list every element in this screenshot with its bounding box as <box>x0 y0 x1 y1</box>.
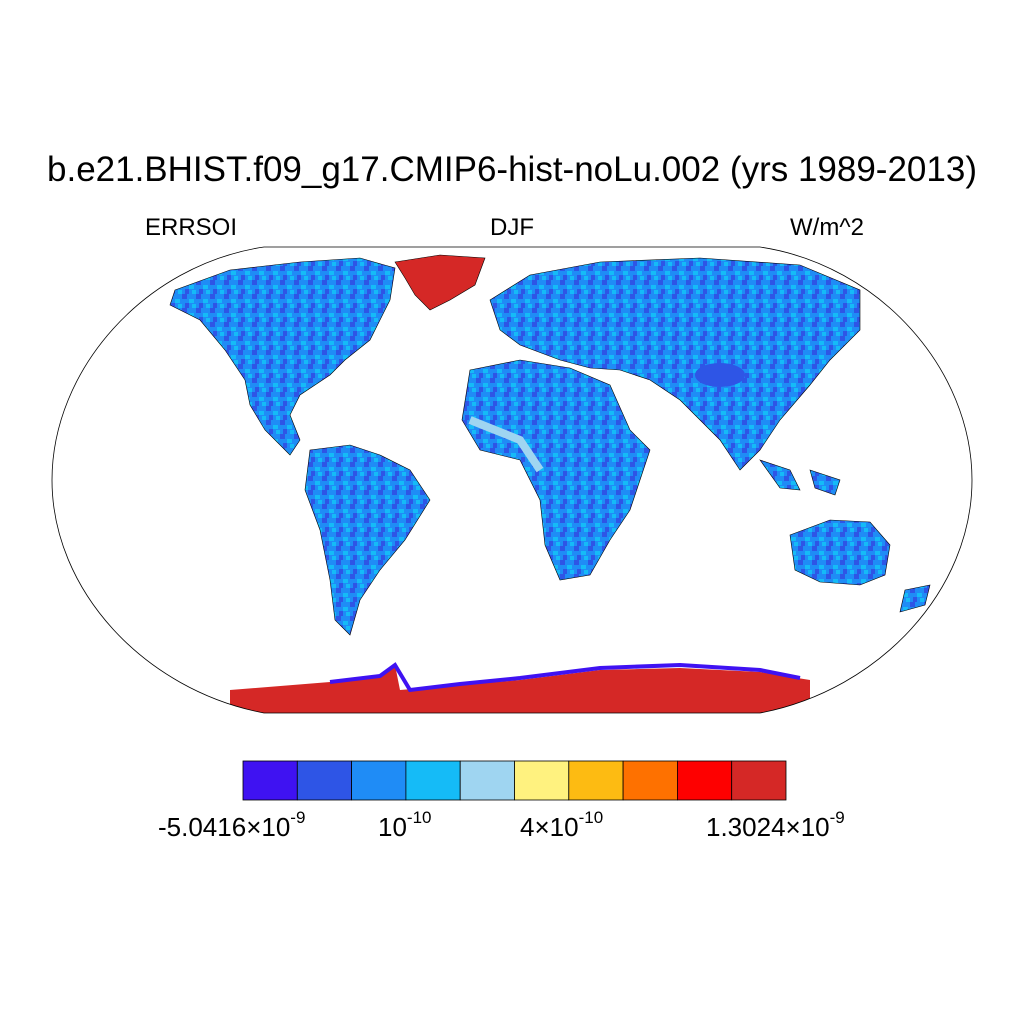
colorbar-box-7 <box>568 760 624 801</box>
colorbar-box-9 <box>677 760 733 801</box>
colorbar-box-3 <box>351 760 407 801</box>
colorbar-box-10 <box>731 760 787 801</box>
africa <box>461 359 651 581</box>
colorbar-box-4 <box>405 760 461 801</box>
colorbar-box-6 <box>514 760 570 801</box>
units-label: W/m^2 <box>790 214 864 241</box>
variable-label: ERRSOI <box>145 214 238 241</box>
colorbar-label-3: 4×10-10 <box>520 808 604 842</box>
plot-title: b.e21.BHIST.f09_g17.CMIP6-hist-noLu.002 … <box>47 150 977 189</box>
map-border <box>51 246 973 714</box>
season-label: DJF <box>490 214 534 241</box>
colorbar-box-8 <box>622 760 678 801</box>
colorbar-box-5 <box>459 760 515 801</box>
colorbar-label-2: 10-10 <box>378 808 432 842</box>
colorbar-label-4: 1.3024×10-9 <box>706 808 845 842</box>
colorbar-box-1 <box>242 760 298 801</box>
new-zealand <box>899 584 931 613</box>
south-america <box>304 444 431 636</box>
indonesia <box>759 459 841 496</box>
greenland <box>394 254 486 311</box>
colorbar-label-1: -5.0416×10-9 <box>158 808 306 842</box>
eurasia <box>489 257 861 471</box>
colorbar-box-2 <box>296 760 352 801</box>
australia <box>789 519 891 586</box>
antarctica <box>230 665 810 713</box>
north-america <box>169 257 396 456</box>
